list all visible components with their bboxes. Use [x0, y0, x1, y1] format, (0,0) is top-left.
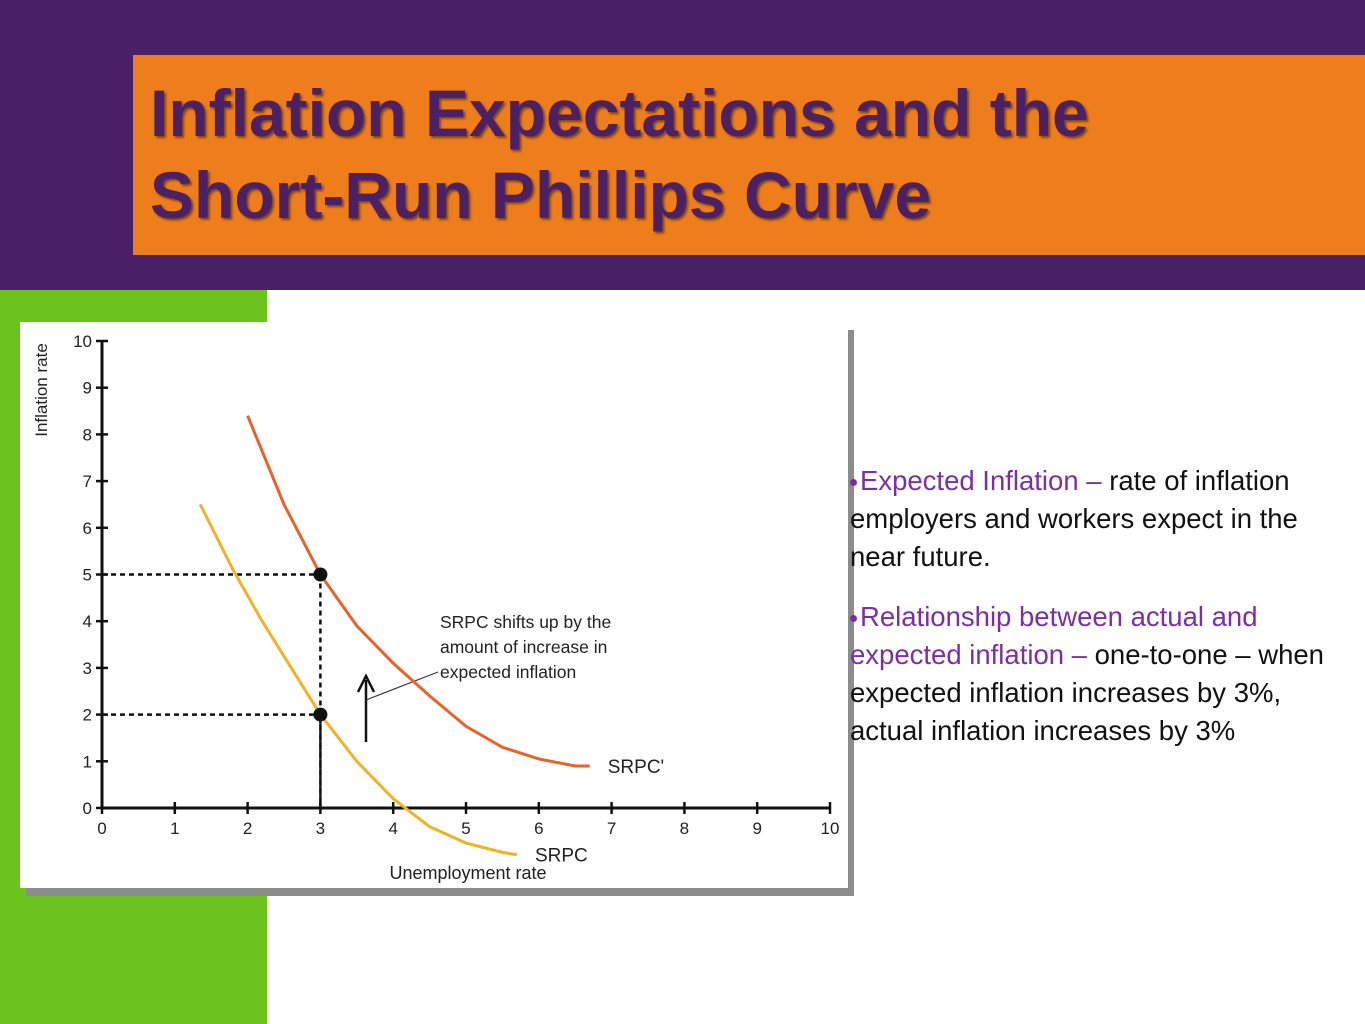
y-tick-label: 9 — [83, 379, 92, 398]
chart: 0 1 2 3 4 5 6 7 8 9 10 0 1 2 3 4 5 6 7 8 9 10 SRPC' SRPCUnemplo… — [20, 322, 854, 896]
x-tick-label: 2 — [243, 819, 252, 838]
chart-panel — [20, 322, 848, 888]
title-line: Inflation Expectations and the — [150, 76, 1089, 150]
slide-title: Inflation Expectations and the Short-Run… — [150, 72, 1089, 236]
bullet-text: rate of inflation employers and workers … — [850, 465, 1298, 572]
bullets: Expected Inflation – rate of inflation e… — [850, 462, 1340, 772]
y-axis-label: Inflation rate — [32, 343, 51, 437]
point — [313, 707, 328, 722]
bullet-text: one-to-one – when expected inflation inc… — [850, 639, 1324, 746]
curve — [246, 415, 590, 768]
y-tick-label: 7 — [83, 472, 92, 491]
y-tick-label: 10 — [73, 332, 92, 351]
y-tick-label: 2 — [83, 706, 92, 725]
title-bar — [133, 55, 1365, 255]
bullet: Relationship between actual and expected… — [850, 598, 1340, 750]
x-tick-label: 8 — [680, 819, 689, 838]
x-tick-label: 4 — [388, 819, 397, 838]
title-line: Short-Run Phillips Curve — [150, 158, 932, 232]
y-tick-label: 6 — [83, 519, 92, 538]
y-tick-label: 1 — [83, 752, 92, 771]
y-tick-label: 4 — [83, 612, 92, 631]
arrow-head — [356, 673, 376, 693]
x-tick-label: 5 — [461, 819, 470, 838]
y-tick-label: 8 — [83, 425, 92, 444]
leader-line — [365, 671, 439, 701]
curve — [198, 503, 518, 857]
x-tick-label: 0 — [97, 819, 106, 838]
x-tick-label: 7 — [607, 819, 616, 838]
bullet: Expected Inflation – rate of inflation e… — [850, 462, 1340, 576]
annotation: amount of increase in — [440, 637, 607, 657]
x-tick-label: 1 — [170, 819, 179, 838]
annotation: expected inflation — [440, 662, 576, 682]
bullet-dot — [850, 479, 857, 487]
x-tick-label: 3 — [316, 819, 325, 838]
annotation: SRPC shifts up by the — [440, 612, 611, 632]
series-label: SRPC' — [608, 757, 664, 778]
x-axis-label: Unemployment rate — [389, 863, 546, 883]
y-tick-label: 0 — [83, 799, 92, 818]
bullet-term: Expected Inflation – — [860, 465, 1102, 496]
point — [313, 567, 328, 582]
x-tick-label: 9 — [752, 819, 761, 838]
x-tick-label: 6 — [534, 819, 543, 838]
bullet-dot — [850, 615, 857, 623]
y-tick-label: 5 — [83, 566, 92, 585]
bullet-term: Relationship between actual and expected… — [850, 601, 1258, 670]
y-tick-label: 3 — [83, 659, 92, 678]
x-tick-label: 10 — [821, 819, 840, 838]
series-label: SRPC — [535, 846, 588, 867]
